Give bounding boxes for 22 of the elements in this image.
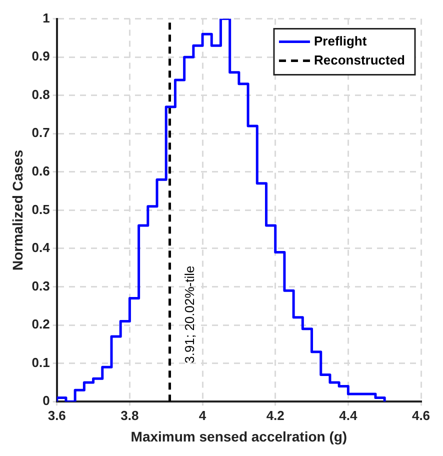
y-tick-label: 0 <box>42 393 50 408</box>
y-tick-label: 0.8 <box>32 86 50 102</box>
y-tick-label: 0.6 <box>32 164 50 178</box>
y-tick-label: 1 <box>42 10 50 26</box>
legend-label: Preflight <box>314 33 368 48</box>
x-tick-label: 3.6 <box>48 408 66 423</box>
ref-line-label: Reconstructed <box>314 52 406 68</box>
y-tick-label: 0.2 <box>32 316 50 332</box>
y-tick-label: 0.9 <box>32 48 50 64</box>
x-tick-label: 4.6 <box>412 408 430 423</box>
y-tick-label: 0.4 <box>32 240 51 256</box>
y-axis-title: Normalized Cases <box>9 150 26 271</box>
y-tick-label: 0.3 <box>32 278 50 294</box>
y-tick-label: 0.5 <box>32 202 50 217</box>
y-tick-label: 0.7 <box>32 125 50 140</box>
annotation: 3.91; 20.02%-tile <box>182 266 197 364</box>
x-tick-label: 4 <box>198 408 207 423</box>
y-tick-label: 0.1 <box>32 354 50 370</box>
x-tick-label: 4.4 <box>339 408 358 423</box>
x-axis-title: Maximum sensed accelration (g) <box>130 428 348 444</box>
x-tick-label: 4.2 <box>266 408 284 423</box>
x-tick-label: 3.8 <box>120 408 139 423</box>
